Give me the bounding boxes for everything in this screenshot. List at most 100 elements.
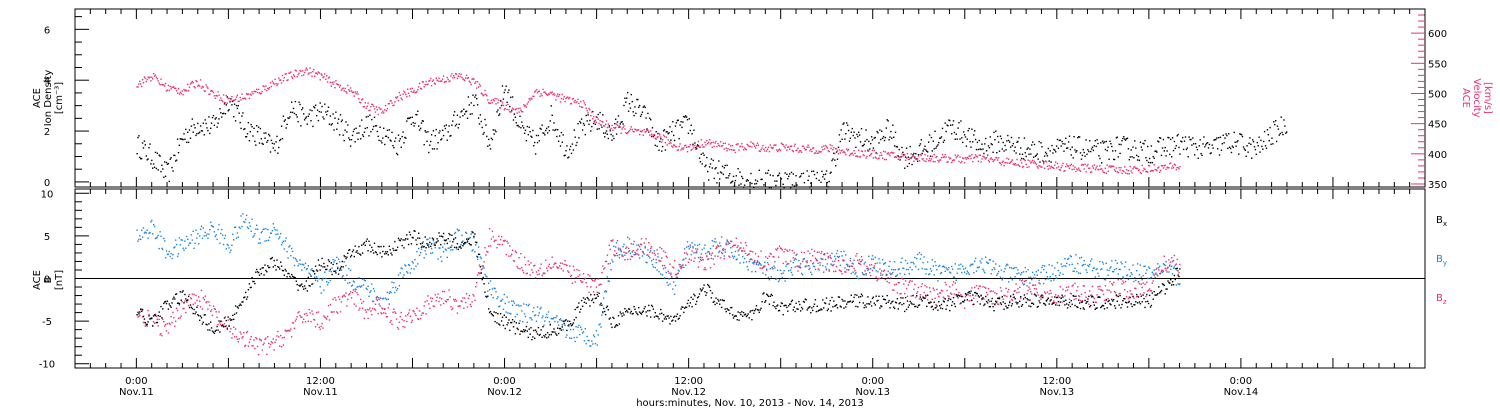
by-series-point [663, 277, 666, 279]
by-series-point [137, 240, 139, 242]
bz-series-point [173, 317, 175, 319]
by-series-point [1009, 266, 1011, 269]
bz-series-point [480, 269, 482, 271]
velocity-series-point [267, 87, 269, 90]
by-series-point [605, 291, 608, 293]
ion-density-series-point [297, 120, 299, 123]
bx-series-point [234, 305, 237, 307]
by-series-point [485, 275, 487, 277]
ion-density-series-point [602, 114, 604, 116]
velocity-series-point [726, 150, 728, 152]
bz-series-point [828, 270, 830, 272]
ion-density-series-point [569, 148, 571, 151]
ion-density-series-point [409, 116, 412, 119]
bx-series-point [277, 266, 279, 268]
bz-series-point [637, 248, 639, 250]
velocity-series-point [651, 135, 654, 138]
velocity-series-point [672, 146, 674, 148]
ion-density-series-point [673, 139, 676, 142]
bz-series-point [489, 245, 492, 247]
ion-density-series-point [592, 110, 594, 113]
velocity-series-point [1150, 169, 1153, 172]
bz-series-point [928, 287, 931, 289]
bz-series-point [1145, 295, 1147, 298]
bz-series-point [596, 291, 598, 293]
by-series-point [893, 269, 895, 271]
by-series-point [366, 288, 368, 291]
velocity-series-point [1114, 170, 1117, 172]
bz-series-point [428, 303, 430, 305]
bz-series-point [497, 243, 499, 246]
by-series-point [263, 228, 265, 230]
by-series-point [430, 252, 432, 255]
velocity-series-point [476, 81, 479, 83]
velocity-series-point [681, 147, 683, 149]
by-series-point [820, 257, 822, 260]
velocity-series-point [371, 103, 373, 105]
by-series-point [312, 283, 314, 285]
by-series-point [307, 265, 309, 267]
by-series-point [1007, 264, 1009, 266]
bz-series-point [400, 311, 402, 314]
velocity-series-point [301, 74, 303, 77]
ion-density-series-point [472, 94, 474, 96]
by-series-point [662, 268, 665, 270]
by-series-point [1047, 278, 1049, 280]
velocity-series-point [469, 81, 471, 84]
bz-series-point [1055, 294, 1057, 296]
ion-density-series-point [422, 120, 424, 122]
bz-series-point [933, 289, 935, 291]
ion-density-series-point [228, 109, 230, 111]
ion-density-series [136, 85, 1288, 189]
by-series-point [451, 244, 453, 247]
bz-series-point [934, 297, 936, 299]
by-series-point [1178, 283, 1180, 286]
ion-density-series-point [1019, 153, 1021, 155]
by-series-point [787, 263, 789, 265]
velocity-series-point [384, 104, 387, 107]
ion-density-series-point [1119, 152, 1121, 155]
ion-density-series-point [996, 152, 998, 154]
by-series-point [740, 247, 742, 249]
by-series-point [835, 252, 838, 255]
velocity-series-point [1052, 166, 1054, 169]
bz-series-point [1091, 285, 1094, 288]
ion-density-series-point [891, 137, 893, 139]
bz-series-point [736, 246, 738, 249]
velocity-series-point [1054, 164, 1056, 166]
velocity-series-point [885, 158, 887, 161]
ion-density-series-point [402, 131, 404, 133]
ion-density-series-point [274, 149, 276, 152]
velocity-series-point [281, 74, 284, 77]
velocity-series-point [627, 132, 629, 134]
velocity-series-point [533, 95, 535, 98]
by-series-point [1123, 277, 1125, 279]
bz-series-point [1078, 295, 1081, 298]
bz-series-point [368, 309, 370, 311]
by-series-point [556, 315, 558, 317]
bz-series-point [1058, 296, 1061, 298]
bz-series-point [759, 267, 761, 269]
velocity-series-point [1025, 163, 1027, 166]
bz-series-point [341, 296, 343, 298]
bz-series-point [536, 274, 539, 276]
by-series-point [947, 269, 949, 271]
ion-density-series-point [981, 143, 983, 145]
bz-series-point [886, 280, 888, 283]
bz-series-point [385, 316, 388, 318]
velocity-series-point [1084, 163, 1086, 165]
bz-series-point [554, 262, 556, 264]
bz-series-point [268, 342, 270, 345]
ion-density-series-point [171, 166, 173, 169]
ion-density-series-point [355, 127, 357, 129]
by-series-point [559, 318, 562, 320]
by-series-point [193, 247, 195, 249]
ion-density-series-point [495, 131, 497, 133]
ion-density-series-point [945, 130, 947, 133]
ion-density-series-point [496, 111, 498, 113]
by-series-point [531, 319, 533, 321]
by-series-point [540, 306, 542, 309]
ion-density-series-point [594, 123, 597, 125]
ion-density-series-point [1171, 156, 1173, 158]
ion-density-series-point [456, 114, 459, 116]
